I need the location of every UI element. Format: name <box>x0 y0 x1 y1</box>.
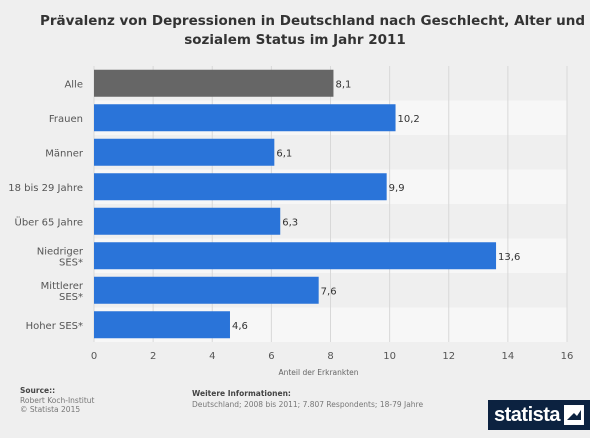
x-tick-label: 6 <box>268 351 274 362</box>
value-label: 6,3 <box>282 217 298 228</box>
value-label: 13,6 <box>498 252 520 263</box>
x-tick-label: 0 <box>91 351 97 362</box>
category-label: SES* <box>59 257 83 268</box>
bar <box>94 69 334 97</box>
value-label: 4,6 <box>232 321 248 332</box>
x-tick-label: 2 <box>150 351 156 362</box>
chart-title: Prävalenz von Depressionen in Deutschlan… <box>40 12 586 50</box>
x-axis-title: Anteil der Erkrankten <box>278 368 358 377</box>
value-label: 10,2 <box>398 114 420 125</box>
x-tick-label: 4 <box>209 351 215 362</box>
x-tick-label: 12 <box>442 351 455 362</box>
source-line-2: © Statista 2015 <box>20 405 81 414</box>
chart-title-line-2: sozialem Status im Jahr 2011 <box>184 32 406 48</box>
value-label: 7,6 <box>321 286 337 297</box>
category-label: Alle <box>64 79 83 90</box>
info-heading: Weitere Informationen: <box>192 389 291 398</box>
source-heading: Source:: <box>20 386 56 395</box>
category-label: 18 bis 29 Jahre <box>8 183 83 194</box>
source-block: Source:: Robert Koch-Institut © Statista… <box>20 386 95 415</box>
category-label: Frauen <box>49 114 83 125</box>
x-tick-label: 16 <box>561 351 574 362</box>
bar <box>94 276 319 304</box>
info-text: Deutschland; 2008 bis 2011; 7.807 Respon… <box>192 400 424 409</box>
category-label: Hoher SES* <box>26 321 83 332</box>
x-tick-label: 10 <box>383 351 396 362</box>
info-block: Weitere Informationen: Deutschland; 2008… <box>192 388 423 410</box>
source-line-1: Robert Koch-Institut <box>20 395 95 405</box>
value-label: 9,9 <box>389 183 405 194</box>
value-label: 6,1 <box>276 148 292 159</box>
bar <box>94 311 230 339</box>
category-label: Niedriger <box>37 246 84 257</box>
category-label: SES* <box>59 292 83 303</box>
category-label: Männer <box>45 148 84 159</box>
bar-chart: 0 2 4 6 8 10 12 14 16 8,1 Alle 10,2 Frauen 6,1 Männer 9… <box>8 66 574 377</box>
statista-logo-text: statista <box>494 403 561 426</box>
statista-logo-icon <box>564 405 584 425</box>
category-label: Mittlerer <box>41 281 84 292</box>
category-label: Über 65 Jahre <box>15 215 83 228</box>
statista-logo[interactable]: statista <box>488 400 590 430</box>
bar <box>94 138 275 166</box>
chart-title-line-1: Prävalenz von Depressionen in Deutschlan… <box>40 13 586 29</box>
bar <box>94 104 396 132</box>
bar <box>94 242 497 270</box>
bar <box>94 207 281 235</box>
x-tick-label: 8 <box>327 351 333 362</box>
x-tick-label: 14 <box>502 351 515 362</box>
bar <box>94 173 387 201</box>
value-label: 8,1 <box>335 79 351 90</box>
